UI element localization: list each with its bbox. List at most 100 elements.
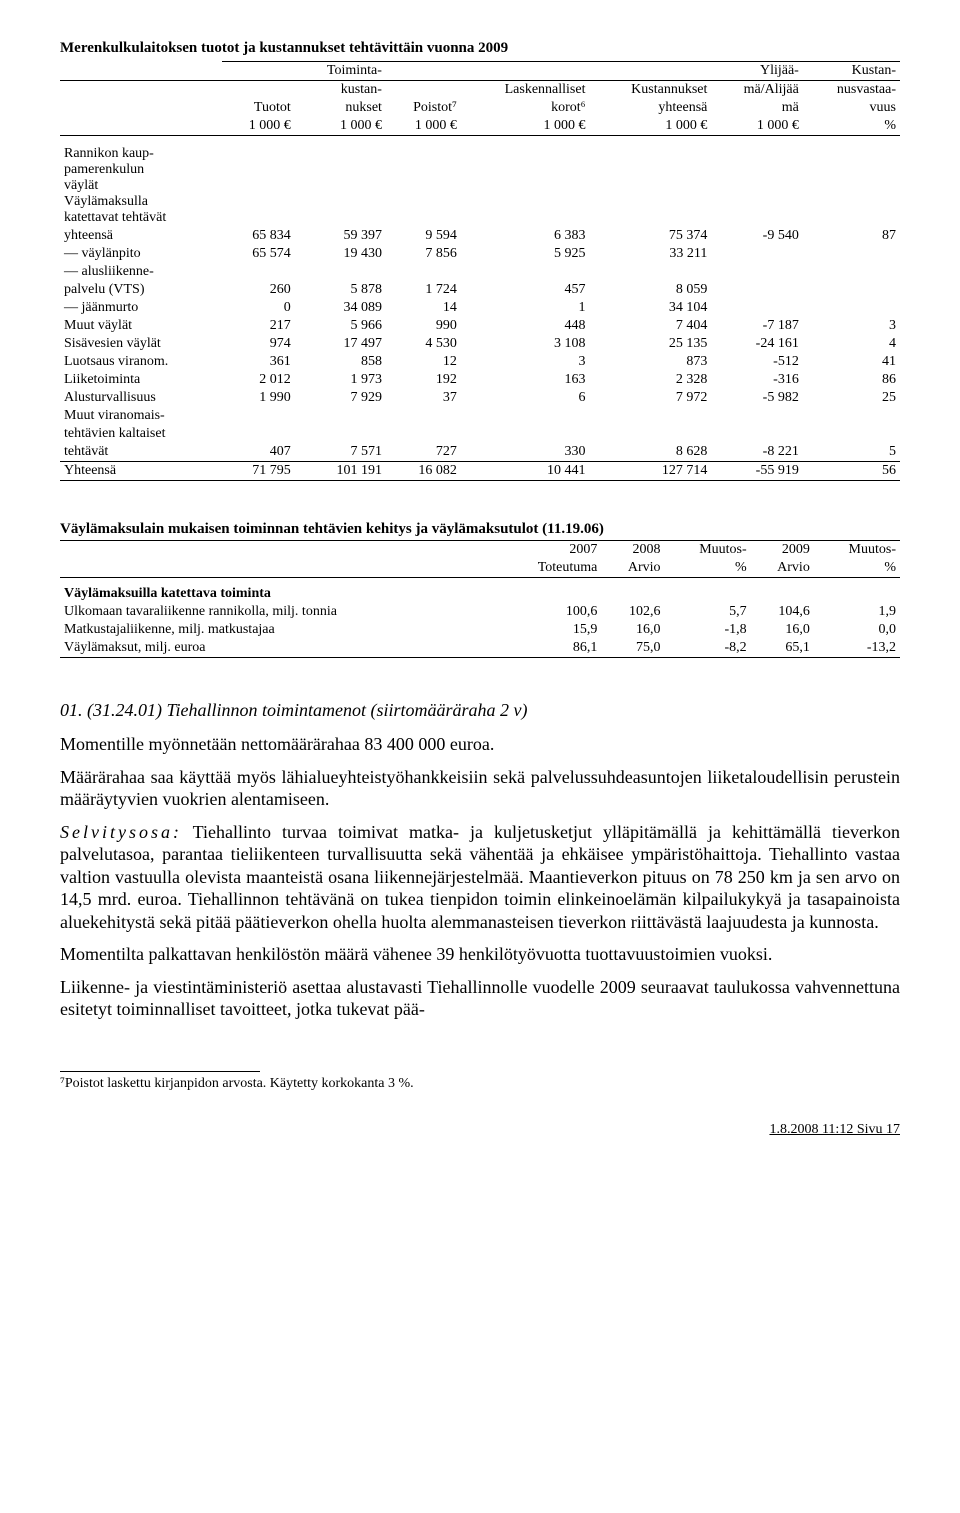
cell: 1 990 [222,389,294,407]
cell: 75,0 [601,639,664,658]
row-label: — väylänpito [60,245,222,263]
cell [590,263,712,281]
cell: 16,0 [751,621,814,639]
section-heading: 01. (31.24.01) Tiehallinnon toimintameno… [60,700,900,721]
row-label: Muut viranomais- [60,407,222,425]
cell [803,407,900,425]
table-row: Sisävesien väylät97417 4974 5303 10825 1… [60,335,900,353]
cell: 41 [803,353,900,371]
cell: 75 374 [590,227,712,245]
cell: 87 [803,227,900,245]
cell: 0 [222,299,294,317]
cell: 7 856 [386,245,461,263]
cell: 6 383 [461,227,590,245]
table1-title: Merenkulkulaitoksen tuotot ja kustannuks… [60,40,900,57]
cell [222,425,294,443]
table-row: yhteensä65 83459 3979 5946 38375 374-9 5… [60,227,900,245]
table-row: tehtävät4077 5717273308 628-8 2215 [60,443,900,462]
cell: 9 594 [386,227,461,245]
cell: 330 [461,443,590,462]
cell: 407 [222,443,294,462]
table-row: — jäänmurto034 08914134 104 [60,299,900,317]
cell: 2 328 [590,371,712,389]
table2-title: Väylämaksulain mukaisen toiminnan tehtäv… [60,521,900,538]
table-row: Väylämaksut, milj. euroa86,175,0-8,265,1… [60,639,900,658]
row-label: Matkustajaliikenne, milj. matkustajaa [60,621,496,639]
cell: 457 [461,281,590,299]
cell: 8 628 [590,443,712,462]
table2-header: 2007 2008 Muutos- 2009 Muutos- Toteutuma… [60,541,900,578]
page-footer: 1.8.2008 11:12 Sivu 17 [60,1122,900,1138]
cell [386,263,461,281]
cell: 6 [461,389,590,407]
table1-body: Rannikon kaup-pamerenkulunväylätVäylämak… [60,136,900,462]
cell: 5 [803,443,900,462]
paragraph-5: Liikenne- ja viestintäministeriö asettaa… [60,976,900,1021]
cell: 990 [386,317,461,335]
cell: 5 878 [295,281,386,299]
cell: 873 [590,353,712,371]
cell: 3 [803,317,900,335]
cell: 3 108 [461,335,590,353]
cell [590,407,712,425]
row-label: Sisävesien väylät [60,335,222,353]
cell: 17 497 [295,335,386,353]
cell: 1 [461,299,590,317]
cell [222,263,294,281]
cell: 86 [803,371,900,389]
table2-group-header: Väylämaksuilla katettava toiminta [60,578,900,604]
cell: 4 [803,335,900,353]
cell: 260 [222,281,294,299]
cell [295,425,386,443]
cell [386,407,461,425]
cell: 14 [386,299,461,317]
row-label: Väylämaksut, milj. euroa [60,639,496,658]
cell: 1 724 [386,281,461,299]
cell: -512 [711,353,802,371]
cell: 65,1 [751,639,814,658]
cell: 1,9 [814,603,900,621]
table1-group-header: Rannikon kaup-pamerenkulunväylätVäylämak… [60,136,900,228]
table-row: — väylänpito65 57419 4307 8565 92533 211 [60,245,900,263]
cell: -13,2 [814,639,900,658]
cell [461,263,590,281]
row-label: — jäänmurto [60,299,222,317]
row-label: Alusturvallisuus [60,389,222,407]
cell: 25 [803,389,900,407]
cell: 8 059 [590,281,712,299]
cell: -9 540 [711,227,802,245]
row-label: Luotsaus viranom. [60,353,222,371]
cell [386,425,461,443]
cell: 12 [386,353,461,371]
cell: 974 [222,335,294,353]
cell: 86,1 [496,639,601,658]
selvitysosa-label: Selvitysosa: [60,822,182,842]
cell [711,281,802,299]
cell [803,299,900,317]
table-row: tehtävien kaltaiset [60,425,900,443]
cell: 34 104 [590,299,712,317]
cell: 25 135 [590,335,712,353]
cell: 2 012 [222,371,294,389]
cell: 15,9 [496,621,601,639]
cell [295,407,386,425]
table-row: Luotsaus viranom.361858123873-51241 [60,353,900,371]
cell: -8 221 [711,443,802,462]
cell: 7 404 [590,317,712,335]
row-label: — alusliikenne- [60,263,222,281]
row-label: tehtävät [60,443,222,462]
cell: 858 [295,353,386,371]
table1-header: Toiminta- Ylijää- Kustan- kustan- Lasken… [60,62,900,136]
cell: 16,0 [601,621,664,639]
cell: 34 089 [295,299,386,317]
row-label: yhteensä [60,227,222,245]
cell: 100,6 [496,603,601,621]
cell: 7 929 [295,389,386,407]
cell [803,263,900,281]
table-row: Liiketoiminta2 0121 9731921632 328-31686 [60,371,900,389]
cell [711,407,802,425]
cell: 448 [461,317,590,335]
table1-total: Yhteensä 71 795 101 191 16 082 10 441 12… [60,462,900,481]
cell: 361 [222,353,294,371]
table-row: Muut väylät2175 9669904487 404-7 1873 [60,317,900,335]
